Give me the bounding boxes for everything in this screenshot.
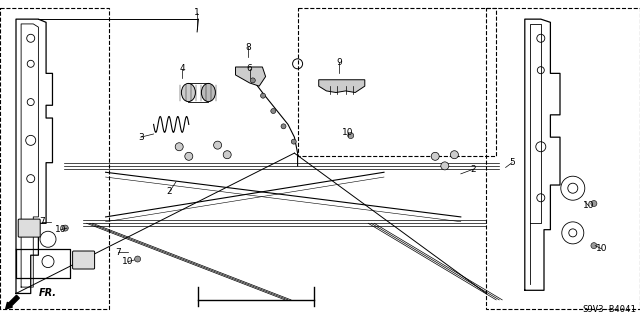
Text: 7: 7 [116, 248, 121, 256]
Bar [0, 8, 109, 309]
Polygon shape [236, 67, 266, 86]
Text: 9: 9 [337, 58, 342, 67]
Circle shape [62, 225, 68, 231]
Text: 10: 10 [55, 225, 67, 234]
Text: 8: 8 [246, 43, 251, 52]
Polygon shape [319, 80, 365, 93]
Ellipse shape [202, 83, 216, 102]
Circle shape [591, 201, 597, 206]
Text: 5: 5 [509, 158, 515, 167]
Circle shape [134, 256, 141, 262]
Circle shape [348, 133, 354, 138]
Circle shape [175, 143, 183, 151]
Text: 10: 10 [583, 201, 595, 210]
Text: 3: 3 [138, 133, 143, 142]
Text: 1: 1 [195, 8, 200, 17]
Text: 10: 10 [596, 244, 607, 253]
Ellipse shape [181, 83, 195, 102]
Text: 7: 7 [39, 217, 44, 226]
Text: 2: 2 [471, 165, 476, 174]
Circle shape [431, 152, 439, 160]
Text: 10: 10 [342, 128, 353, 137]
FancyArrow shape [6, 295, 19, 309]
Circle shape [250, 78, 255, 83]
Circle shape [214, 141, 221, 149]
Circle shape [591, 243, 597, 249]
Text: 4: 4 [180, 64, 185, 73]
Text: 6: 6 [247, 64, 252, 73]
Text: 2: 2 [167, 187, 172, 196]
Bar [486, 8, 640, 309]
Circle shape [281, 124, 286, 129]
FancyBboxPatch shape [72, 251, 95, 269]
Circle shape [185, 152, 193, 160]
Circle shape [291, 139, 296, 144]
Circle shape [260, 93, 266, 98]
FancyBboxPatch shape [18, 219, 40, 237]
Text: FR.: FR. [38, 288, 56, 299]
Bar [298, 8, 496, 156]
Circle shape [223, 151, 231, 159]
Text: S9V3-B4041: S9V3-B4041 [582, 305, 636, 314]
Text: 10: 10 [122, 257, 134, 266]
Circle shape [271, 108, 276, 114]
Circle shape [451, 151, 458, 159]
Circle shape [441, 162, 449, 170]
